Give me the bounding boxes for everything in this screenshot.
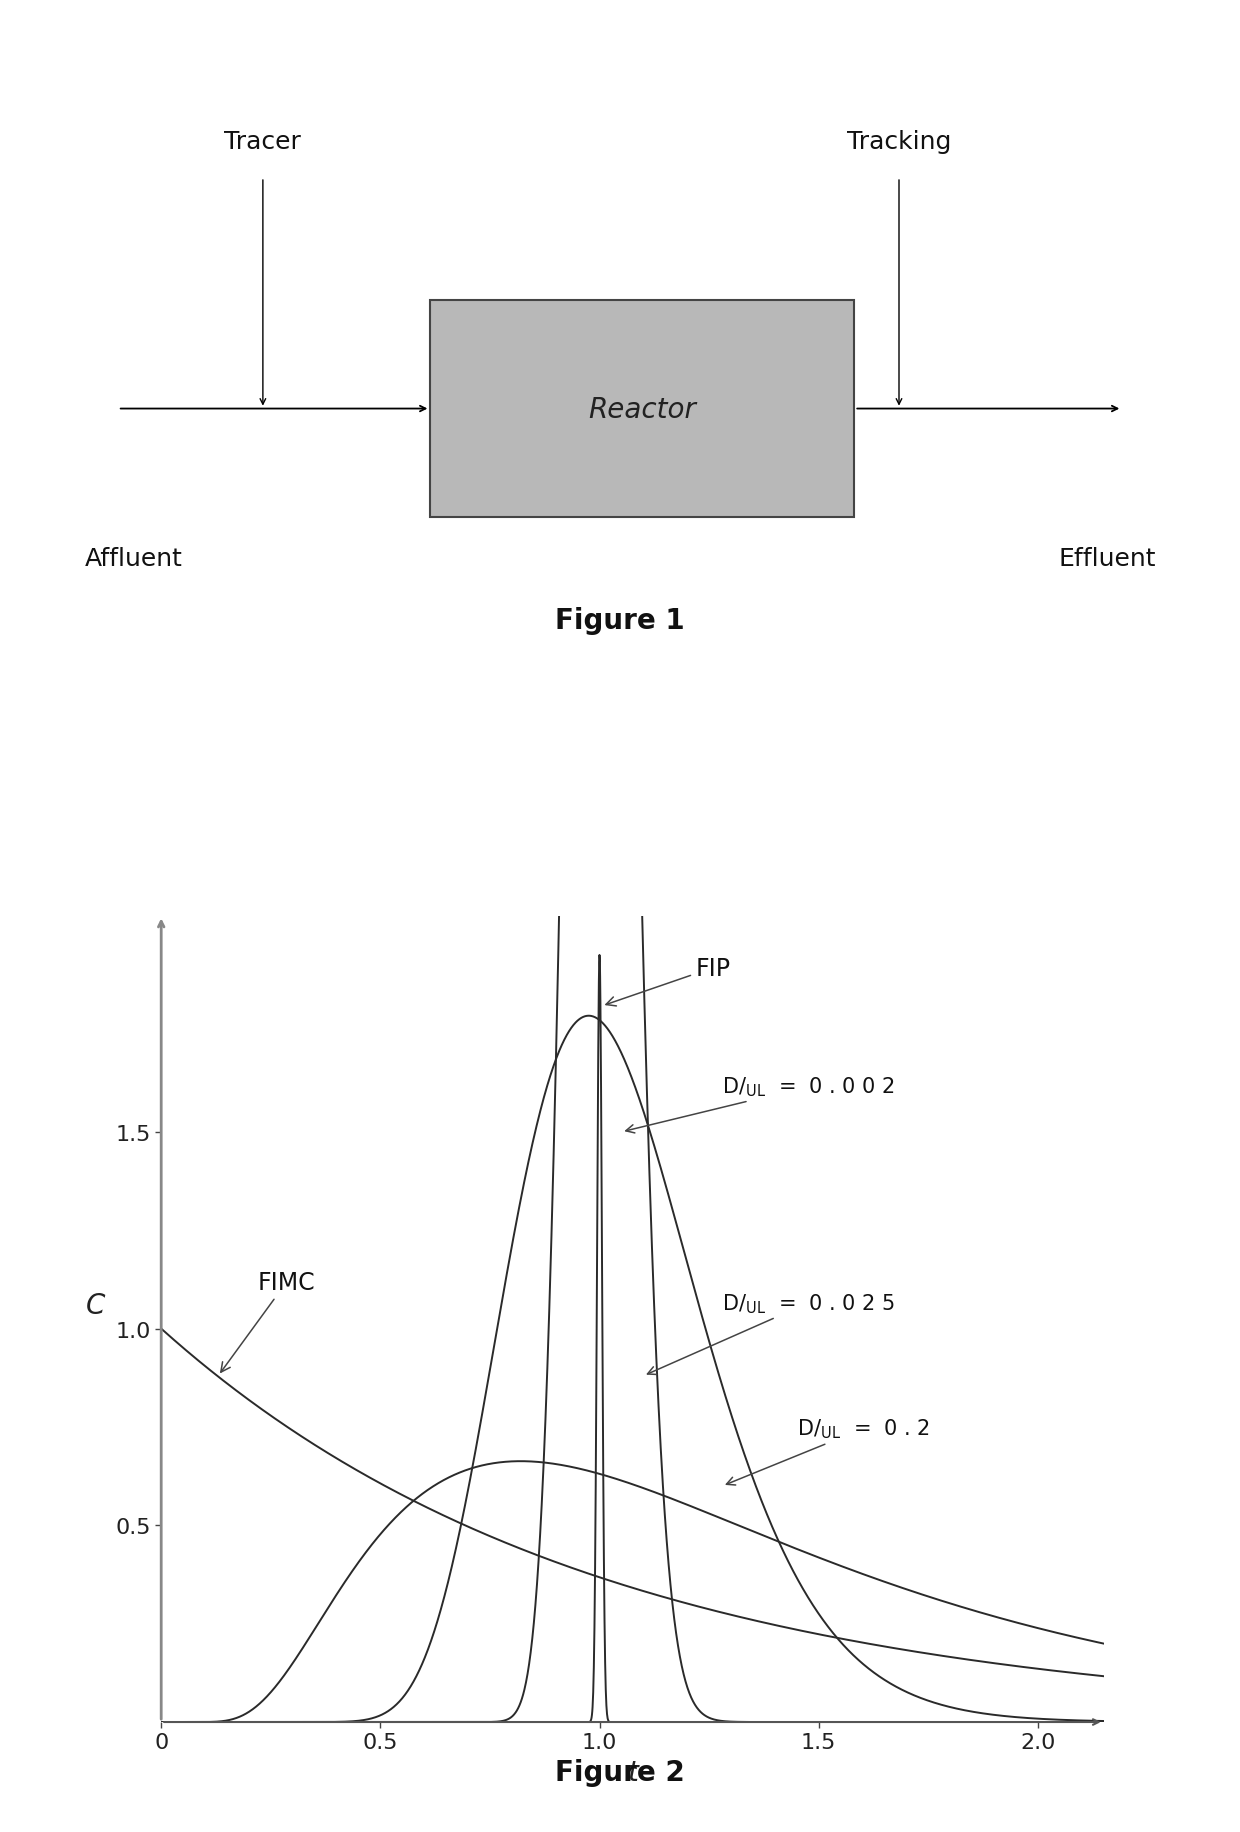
Text: $\mathregular{D/_{UL}}$  =  0 . 2: $\mathregular{D/_{UL}}$ = 0 . 2	[727, 1416, 930, 1486]
Text: Figure 1: Figure 1	[556, 606, 684, 634]
Text: Reactor: Reactor	[589, 396, 696, 423]
Text: Effluent: Effluent	[1058, 548, 1156, 572]
Text: $\mathregular{D/_{UL}}$  =  0 . 0 0 2: $\mathregular{D/_{UL}}$ = 0 . 0 0 2	[626, 1075, 895, 1134]
Text: Affluent: Affluent	[84, 548, 182, 572]
Text: FIP: FIP	[606, 956, 730, 1006]
Bar	[430, 300, 854, 518]
Text: $\mathregular{D/_{UL}}$  =  0 . 0 2 5: $\mathregular{D/_{UL}}$ = 0 . 0 2 5	[647, 1292, 895, 1374]
X-axis label: t: t	[627, 1759, 637, 1786]
Y-axis label: C: C	[86, 1292, 105, 1319]
Text: Figure 2: Figure 2	[556, 1757, 684, 1786]
Text: Tracking: Tracking	[847, 130, 951, 154]
Text: FIMC: FIMC	[221, 1271, 315, 1372]
Text: Tracer: Tracer	[224, 130, 301, 154]
